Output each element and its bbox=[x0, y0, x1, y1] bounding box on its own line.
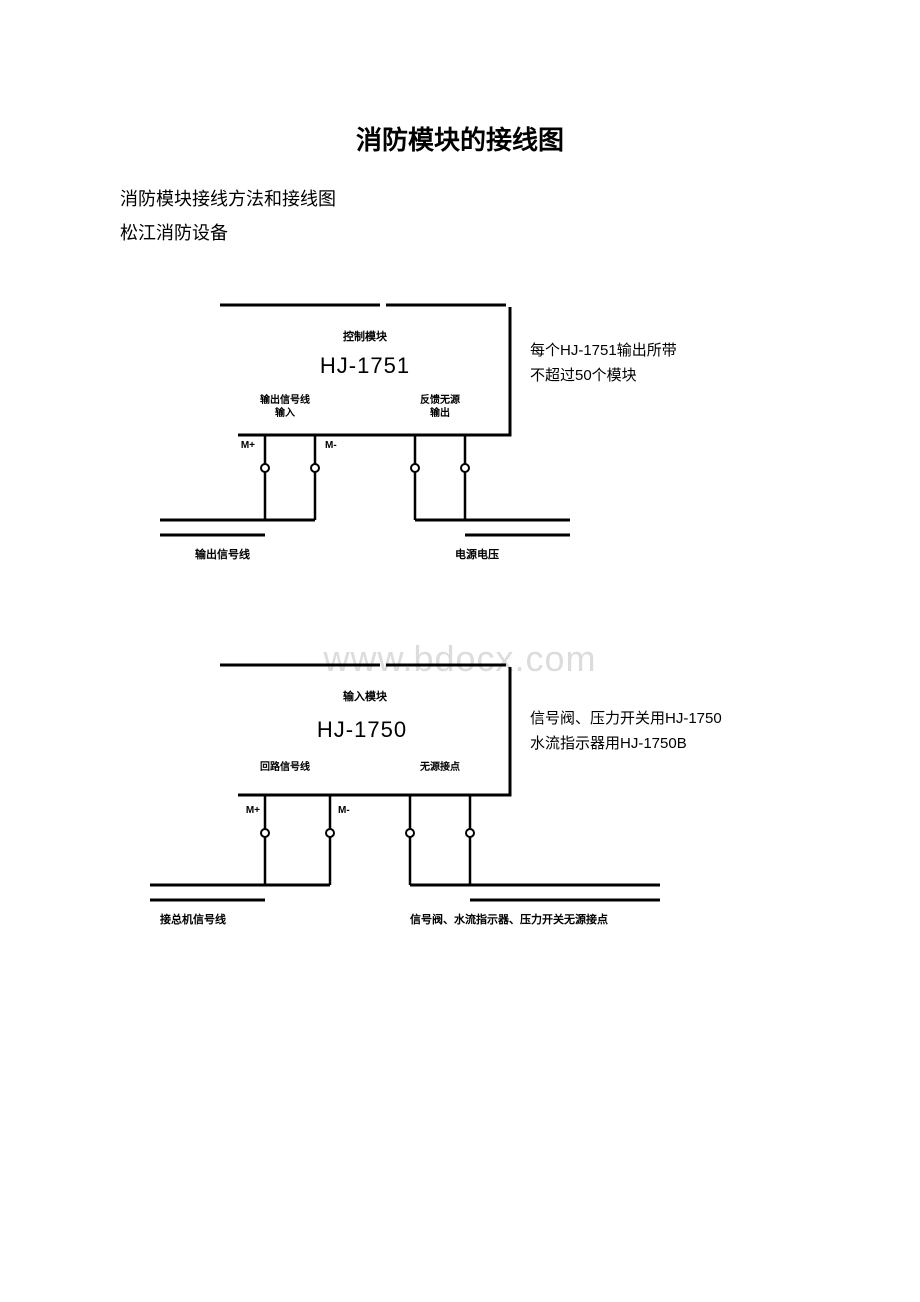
right-small-label2: 输出 bbox=[430, 406, 450, 419]
box-top-label: 输入模块 bbox=[343, 689, 388, 703]
note-line-2: 水流指示器用HJ-1750B bbox=[530, 735, 687, 752]
terminals: M+ M- bbox=[241, 435, 469, 520]
note-line-1: 信号阀、压力开关用HJ-1750 bbox=[530, 710, 722, 727]
page-title: 消防模块的接线图 bbox=[120, 120, 800, 157]
subtitle-1: 消防模块接线方法和接线图 bbox=[120, 185, 800, 211]
terminal-m-minus: M- bbox=[325, 440, 337, 451]
terminal-m-minus: M- bbox=[338, 805, 350, 816]
right-small-label: 无源接点 bbox=[419, 760, 460, 773]
subtitle-2: 松江消防设备 bbox=[120, 219, 800, 245]
model-number: HJ-1751 bbox=[320, 353, 410, 378]
bottom-right-label: 电源电压 bbox=[455, 547, 499, 561]
note-line-2: 不超过50个模块 bbox=[530, 367, 637, 384]
terminals: M+ M- bbox=[246, 795, 474, 885]
note-line-1: 每个HJ-1751输出所带 bbox=[530, 342, 677, 359]
terminal-m-plus: M+ bbox=[241, 440, 255, 451]
left-small-label: 回路信号线 bbox=[260, 760, 310, 773]
model-number: HJ-1750 bbox=[317, 717, 407, 742]
left-small-label2: 输入 bbox=[275, 406, 295, 419]
box-top-label: 控制模块 bbox=[343, 329, 388, 343]
terminal-m-plus: M+ bbox=[246, 805, 260, 816]
diagram-hj-1750: 输入模块 HJ-1750 回路信号线 无源接点 信号阀、压力开关用HJ-1750… bbox=[120, 645, 800, 975]
right-small-label: 反馈无源 bbox=[420, 393, 460, 406]
bottom-left-label: 输出信号线 bbox=[195, 547, 250, 561]
bottom-left-label: 接总机信号线 bbox=[160, 912, 226, 926]
bottom-right-label: 信号阀、水流指示器、压力开关无源接点 bbox=[410, 912, 608, 926]
left-small-label: 输出信号线 bbox=[260, 393, 310, 406]
diagram-hj-1751: 控制模块 HJ-1751 输出信号线 输入 反馈无源 输出 每个HJ-1751输… bbox=[120, 285, 800, 595]
